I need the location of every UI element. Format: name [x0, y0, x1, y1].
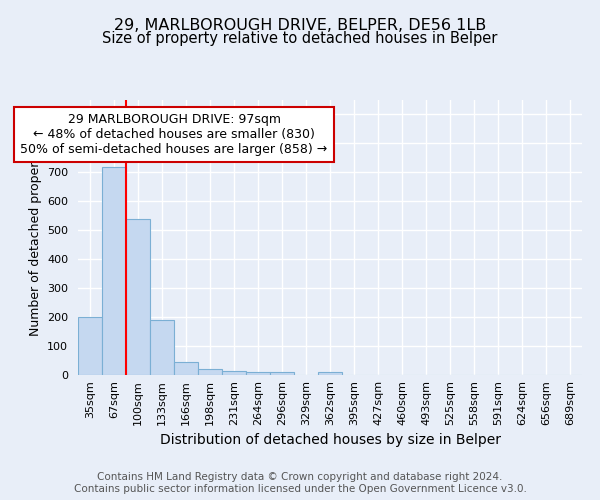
X-axis label: Distribution of detached houses by size in Belper: Distribution of detached houses by size … [160, 434, 500, 448]
Bar [318, 372, 342, 375]
Text: Size of property relative to detached houses in Belper: Size of property relative to detached ho… [103, 31, 497, 46]
Text: 29, MARLBOROUGH DRIVE, BELPER, DE56 1LB: 29, MARLBOROUGH DRIVE, BELPER, DE56 1LB [114, 18, 486, 32]
Bar [102, 166, 126, 375]
Bar [270, 372, 294, 375]
Text: Contains HM Land Registry data © Crown copyright and database right 2024.
Contai: Contains HM Land Registry data © Crown c… [74, 472, 526, 494]
Bar [222, 370, 246, 375]
Text: 29 MARLBOROUGH DRIVE: 97sqm
← 48% of detached houses are smaller (830)
50% of se: 29 MARLBOROUGH DRIVE: 97sqm ← 48% of det… [20, 113, 328, 156]
Bar [246, 372, 270, 375]
Y-axis label: Number of detached properties: Number of detached properties [29, 139, 41, 336]
Bar [198, 369, 222, 375]
Bar [126, 218, 150, 375]
Bar [174, 362, 198, 375]
Bar [78, 317, 102, 375]
Bar [150, 320, 174, 375]
